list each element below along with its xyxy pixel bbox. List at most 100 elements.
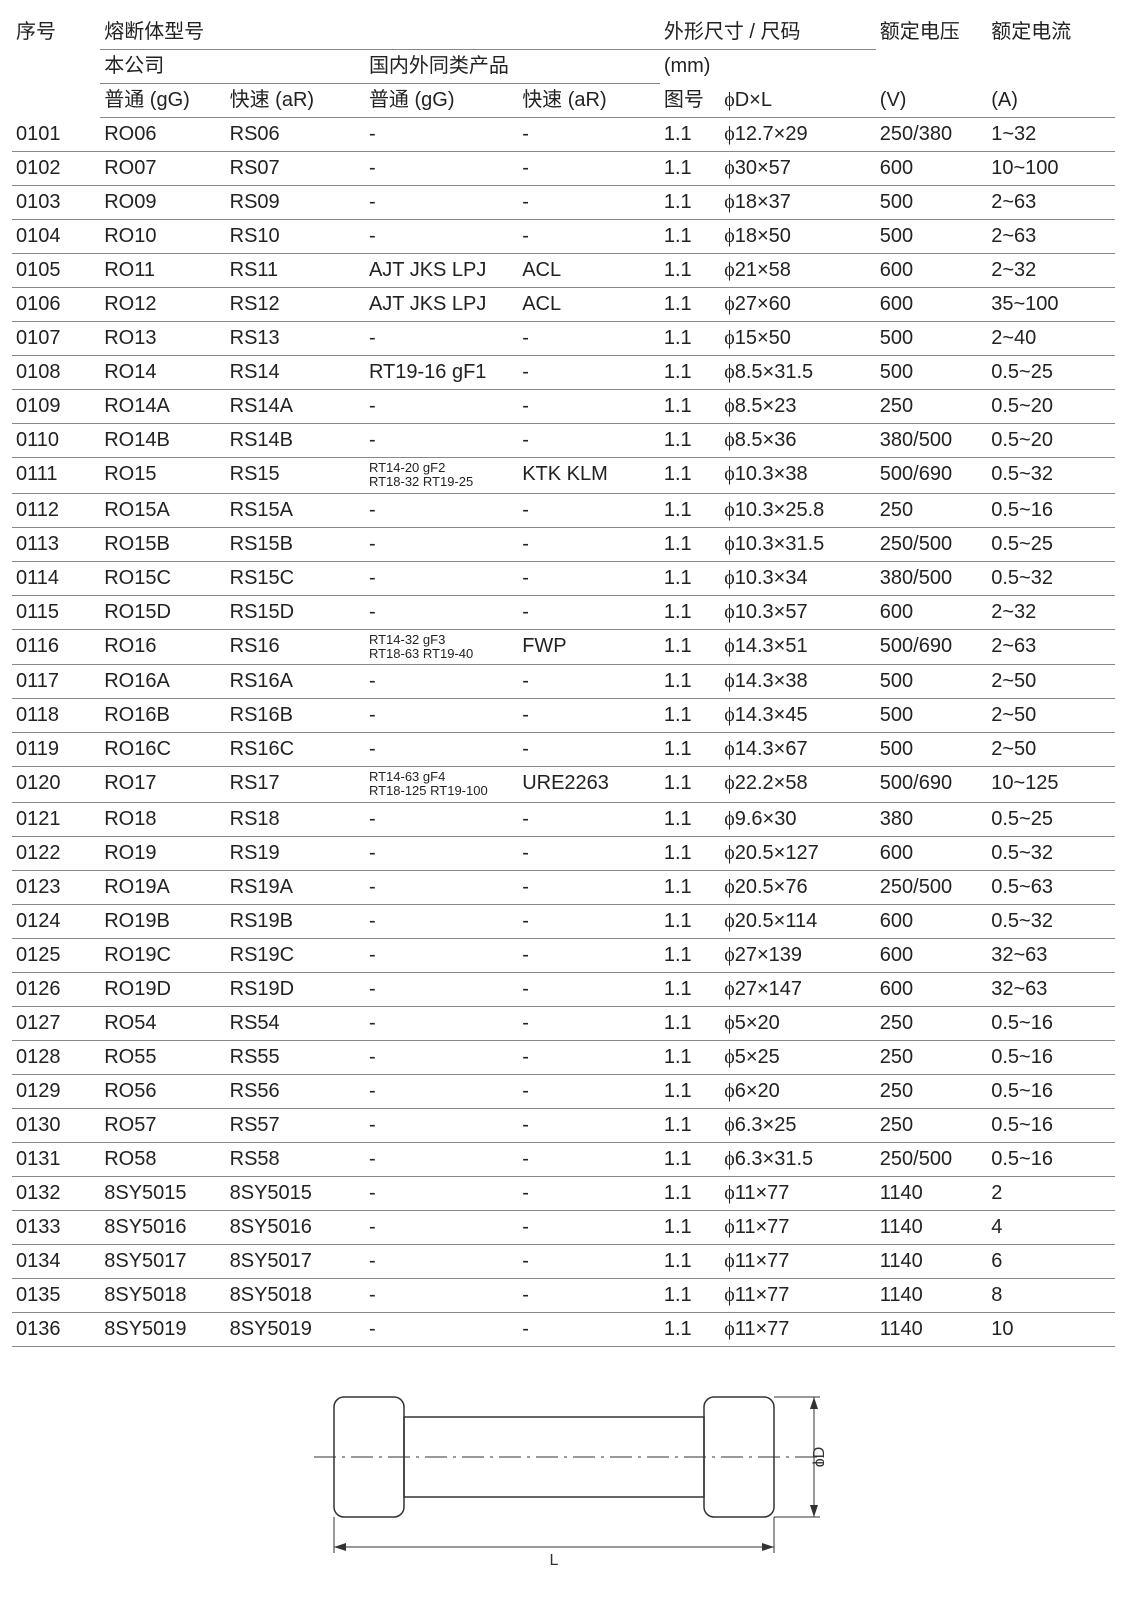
phi-icon (724, 808, 735, 830)
cell-a: 2~32 (987, 254, 1115, 288)
cell-fig: 1.1 (660, 322, 720, 356)
cell-fig: 1.1 (660, 458, 720, 494)
cell-dl: 11×77 (720, 1312, 876, 1346)
table-row: 01368SY50198SY5019--1.111×77114010 (12, 1312, 1115, 1346)
cell-fig: 1.1 (660, 152, 720, 186)
cell-a: 2~63 (987, 220, 1115, 254)
header-current-unit: (A) (987, 84, 1115, 118)
cell-ar1: RS07 (226, 152, 365, 186)
cell-seq: 0113 (12, 527, 100, 561)
cell-a: 6 (987, 1244, 1115, 1278)
cell-ar1: RS10 (226, 220, 365, 254)
cell-gg1: RO15B (100, 527, 225, 561)
cell-a: 0.5~16 (987, 493, 1115, 527)
cell-dl: 6.3×25 (720, 1108, 876, 1142)
cell-dl: 11×77 (720, 1244, 876, 1278)
cell-gg1: RO54 (100, 1006, 225, 1040)
cell-gg1: RO12 (100, 288, 225, 322)
cell-fig: 1.1 (660, 1210, 720, 1244)
cell-fig: 1.1 (660, 561, 720, 595)
cell-gg1: RO07 (100, 152, 225, 186)
cell-ar2: - (518, 904, 660, 938)
cell-dl: 11×77 (720, 1278, 876, 1312)
cell-fig: 1.1 (660, 870, 720, 904)
phi-icon (724, 293, 735, 315)
svg-text:ϕD: ϕD (811, 1447, 824, 1468)
cell-ar1: RS58 (226, 1142, 365, 1176)
cell-dl: 22.2×58 (720, 767, 876, 803)
cell-ar1: RS13 (226, 322, 365, 356)
cell-seq: 0111 (12, 458, 100, 494)
fuse-diagram: LϕD (12, 1347, 1115, 1607)
header-gg1: 普通 (gG) (100, 84, 225, 118)
cell-fig: 1.1 (660, 1074, 720, 1108)
cell-ar2: - (518, 527, 660, 561)
cell-v: 250 (876, 1006, 987, 1040)
cell-dl: 10.3×34 (720, 561, 876, 595)
cell-gg1: RO10 (100, 220, 225, 254)
cell-gg1: 8SY5018 (100, 1278, 225, 1312)
phi-icon (724, 876, 735, 898)
cell-dl: 8.5×31.5 (720, 356, 876, 390)
cell-v: 380/500 (876, 561, 987, 595)
cell-dl: 10.3×31.5 (720, 527, 876, 561)
cell-fig: 1.1 (660, 254, 720, 288)
cell-ar2: - (518, 699, 660, 733)
cell-fig: 1.1 (660, 288, 720, 322)
table-row: 0125RO19CRS19C--1.127×13960032~63 (12, 938, 1115, 972)
cell-fig: 1.1 (660, 1176, 720, 1210)
cell-fig: 1.1 (660, 904, 720, 938)
table-row: 0105RO11RS11AJT JKS LPJACL1.121×586002~3… (12, 254, 1115, 288)
cell-dl: 10.3×25.8 (720, 493, 876, 527)
cell-dl: 18×37 (720, 186, 876, 220)
table-row: 01358SY50188SY5018--1.111×7711408 (12, 1278, 1115, 1312)
phi-icon (724, 842, 735, 864)
cell-ar1: RS19B (226, 904, 365, 938)
table-row: 0124RO19BRS19B--1.120.5×1146000.5~32 (12, 904, 1115, 938)
table-row: 0111RO15RS15RT14-20 gF2RT18-32 RT19-25KT… (12, 458, 1115, 494)
cell-a: 32~63 (987, 972, 1115, 1006)
cell-gg2: - (365, 595, 518, 629)
phi-icon (724, 1284, 735, 1306)
cell-a: 2~32 (987, 595, 1115, 629)
phi-icon (724, 327, 735, 349)
cell-gg2: - (365, 972, 518, 1006)
table-row: 0115RO15DRS15D--1.110.3×576002~32 (12, 595, 1115, 629)
cell-ar2: - (518, 1040, 660, 1074)
table-row: 0130RO57RS57--1.16.3×252500.5~16 (12, 1108, 1115, 1142)
cell-v: 500/690 (876, 458, 987, 494)
cell-gg2: - (365, 938, 518, 972)
cell-dl: 8.5×23 (720, 390, 876, 424)
cell-gg2: RT14-63 gF4RT18-125 RT19-100 (365, 767, 518, 803)
cell-ar2: - (518, 390, 660, 424)
cell-ar2: - (518, 1142, 660, 1176)
cell-v: 600 (876, 836, 987, 870)
cell-ar2: - (518, 1312, 660, 1346)
table-row: 0103RO09RS09--1.118×375002~63 (12, 186, 1115, 220)
cell-gg1: RO16 (100, 629, 225, 665)
cell-ar2: FWP (518, 629, 660, 665)
cell-seq: 0133 (12, 1210, 100, 1244)
cell-a: 0.5~25 (987, 356, 1115, 390)
cell-seq: 0132 (12, 1176, 100, 1210)
cell-ar1: 8SY5015 (226, 1176, 365, 1210)
cell-v: 500 (876, 665, 987, 699)
cell-seq: 0130 (12, 1108, 100, 1142)
cell-dl: 11×77 (720, 1176, 876, 1210)
cell-a: 2~50 (987, 665, 1115, 699)
cell-ar1: RS19 (226, 836, 365, 870)
cell-fig: 1.1 (660, 220, 720, 254)
cell-ar2: - (518, 322, 660, 356)
cell-v: 250/500 (876, 527, 987, 561)
cell-gg2: RT14-32 gF3RT18-63 RT19-40 (365, 629, 518, 665)
cell-fig: 1.1 (660, 629, 720, 665)
cell-ar2: - (518, 220, 660, 254)
cell-dl: 14.3×51 (720, 629, 876, 665)
cell-ar2: ACL (518, 254, 660, 288)
table-row: 0120RO17RS17RT14-63 gF4RT18-125 RT19-100… (12, 767, 1115, 803)
cell-seq: 0101 (12, 118, 100, 152)
cell-dl: 20.5×76 (720, 870, 876, 904)
phi-icon (724, 361, 735, 383)
cell-ar2: - (518, 802, 660, 836)
cell-gg1: RO19A (100, 870, 225, 904)
